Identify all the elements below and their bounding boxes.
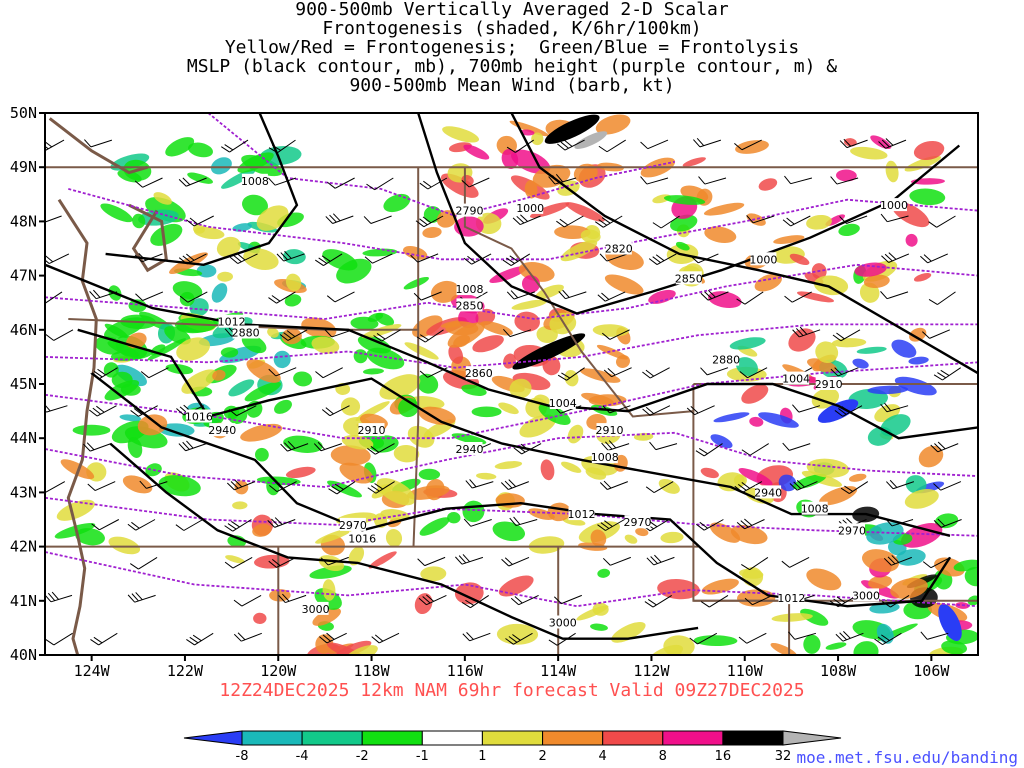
latitude-axis: 50N 49N 48N 47N 46N 45N 44N 43N 42N 41N 40N [10, 104, 45, 664]
title-line-1: 900-500mb Vertically Averaged 2-D Scalar [295, 0, 729, 20]
frontogenesis-shading [54, 114, 978, 655]
colorbar-tick: 8 [659, 749, 667, 764]
lat-tick-label: 48N [10, 212, 37, 230]
colorbar-tick: -2 [356, 749, 369, 764]
colorbar: -8 -4 -2 -1 1 2 4 8 16 32 [183, 730, 842, 764]
mslp-label: 1016 [185, 411, 213, 424]
colorbar-swatch [241, 730, 303, 746]
colorbar-min-arrow [183, 730, 243, 746]
lat-tick-label: 50N [10, 104, 37, 122]
lon-tick-label: 106W [913, 662, 950, 680]
lon-tick-label: 110W [727, 662, 764, 680]
colorbar-swatch [722, 730, 784, 746]
mslp-labels: 1008 1000 1000 1000 1008 1012 1004 1004 1016 1008… [185, 173, 908, 605]
mslp-label: 1016 [348, 533, 376, 546]
mslp-label: 1004 [782, 373, 810, 386]
height-label: 2940 [208, 424, 236, 437]
lon-tick-label: 124W [74, 662, 111, 680]
mslp-label: 1008 [241, 175, 269, 188]
height-label: 2970 [339, 519, 367, 532]
colorbar-tick: 2 [538, 749, 546, 764]
lat-tick-label: 44N [10, 429, 37, 447]
height-label: 2910 [358, 424, 386, 437]
height-label: 2970 [624, 516, 652, 529]
colorbar-swatch [542, 730, 604, 746]
colorbar-tick: -4 [296, 749, 309, 764]
title-line-5: 900-500mb Mean Wind (barb, kt) [349, 75, 675, 96]
lon-tick-label: 114W [540, 662, 577, 680]
wind-barbs [45, 138, 962, 646]
lat-tick-label: 42N [10, 538, 37, 556]
height-label: 2850 [456, 299, 484, 312]
height-label: 2880 [712, 354, 740, 367]
mslp-label: 1004 [549, 397, 577, 410]
lat-tick-label: 49N [10, 158, 37, 176]
mslp-label: 1012 [218, 316, 246, 329]
lat-tick-label: 46N [10, 321, 37, 339]
colorbar-swatch [301, 730, 363, 746]
height-label: 2850 [675, 272, 703, 285]
lon-tick-label: 122W [167, 662, 204, 680]
colorbar-tick: 1 [478, 749, 486, 764]
title-line-3: Yellow/Red = Frontogenesis; Green/Blue =… [224, 37, 800, 58]
height-label: 3000 [302, 603, 330, 616]
height-label: 3000 [549, 617, 577, 630]
mslp-label: 1008 [801, 503, 829, 516]
colorbar-swatch [481, 730, 543, 746]
lon-tick-label: 112W [633, 662, 670, 680]
lon-tick-label: 118W [353, 662, 390, 680]
height-label: 2940 [754, 486, 782, 499]
colorbar-max-arrow [782, 730, 842, 746]
credit-link[interactable]: moe.met.fsu.edu/banding [796, 748, 1018, 767]
colorbar-tick: 4 [599, 749, 607, 764]
mslp-label: 1000 [516, 202, 544, 215]
lat-tick-label: 47N [10, 267, 37, 285]
title-line-4: MSLP (black contour, mb), 700mb height (… [186, 56, 838, 77]
colorbar-tick: 16 [715, 749, 732, 764]
state-borders [45, 166, 978, 655]
lat-tick-label: 43N [10, 483, 37, 501]
mslp-label: 1000 [749, 253, 777, 266]
colorbar-swatch [421, 730, 483, 746]
height-label: 3000 [852, 589, 880, 602]
height-label: 2880 [232, 327, 260, 340]
map-title: 900-500mb Vertically Averaged 2-D Scalar… [0, 0, 1024, 95]
lon-tick-label: 116W [447, 662, 484, 680]
lat-tick-label: 45N [10, 375, 37, 393]
height-label: 2910 [596, 424, 624, 437]
title-line-2: Frontogenesis (shaded, K/6hr/100km) [322, 18, 702, 39]
mslp-label: 1008 [591, 451, 619, 464]
lon-tick-label: 108W [820, 662, 857, 680]
longitude-axis: 124W 122W 120W 118W 116W 114W 112W 110W 108W 106W [74, 655, 950, 680]
height-label: 2910 [815, 378, 843, 391]
colorbar-tick: -8 [236, 749, 249, 764]
height-label: 2940 [456, 443, 484, 456]
colorbar-swatch [602, 730, 664, 746]
colorbar-tick: -1 [416, 749, 429, 764]
lat-tick-label: 41N [10, 592, 37, 610]
colorbar-tick: 32 [775, 749, 792, 764]
mslp-label: 1008 [456, 283, 484, 296]
mslp-label: 1012 [568, 508, 596, 521]
colorbar-swatch [662, 730, 724, 746]
lon-tick-label: 120W [260, 662, 297, 680]
lat-tick-label: 40N [10, 646, 37, 664]
height-label: 2790 [456, 205, 484, 218]
height-labels: 2790 2820 2850 2850 2880 2880 2860 2910 2940 2910… [208, 203, 880, 630]
height-label: 2820 [605, 243, 633, 256]
mslp-label: 1000 [880, 199, 908, 212]
valid-time: 12Z24DEC2025 12km NAM 69hr forecast Vali… [219, 680, 805, 701]
height-label: 2970 [838, 524, 866, 537]
mslp-label: 1012 [777, 592, 805, 605]
height-label: 2860 [465, 367, 493, 380]
colorbar-swatch [361, 730, 423, 746]
